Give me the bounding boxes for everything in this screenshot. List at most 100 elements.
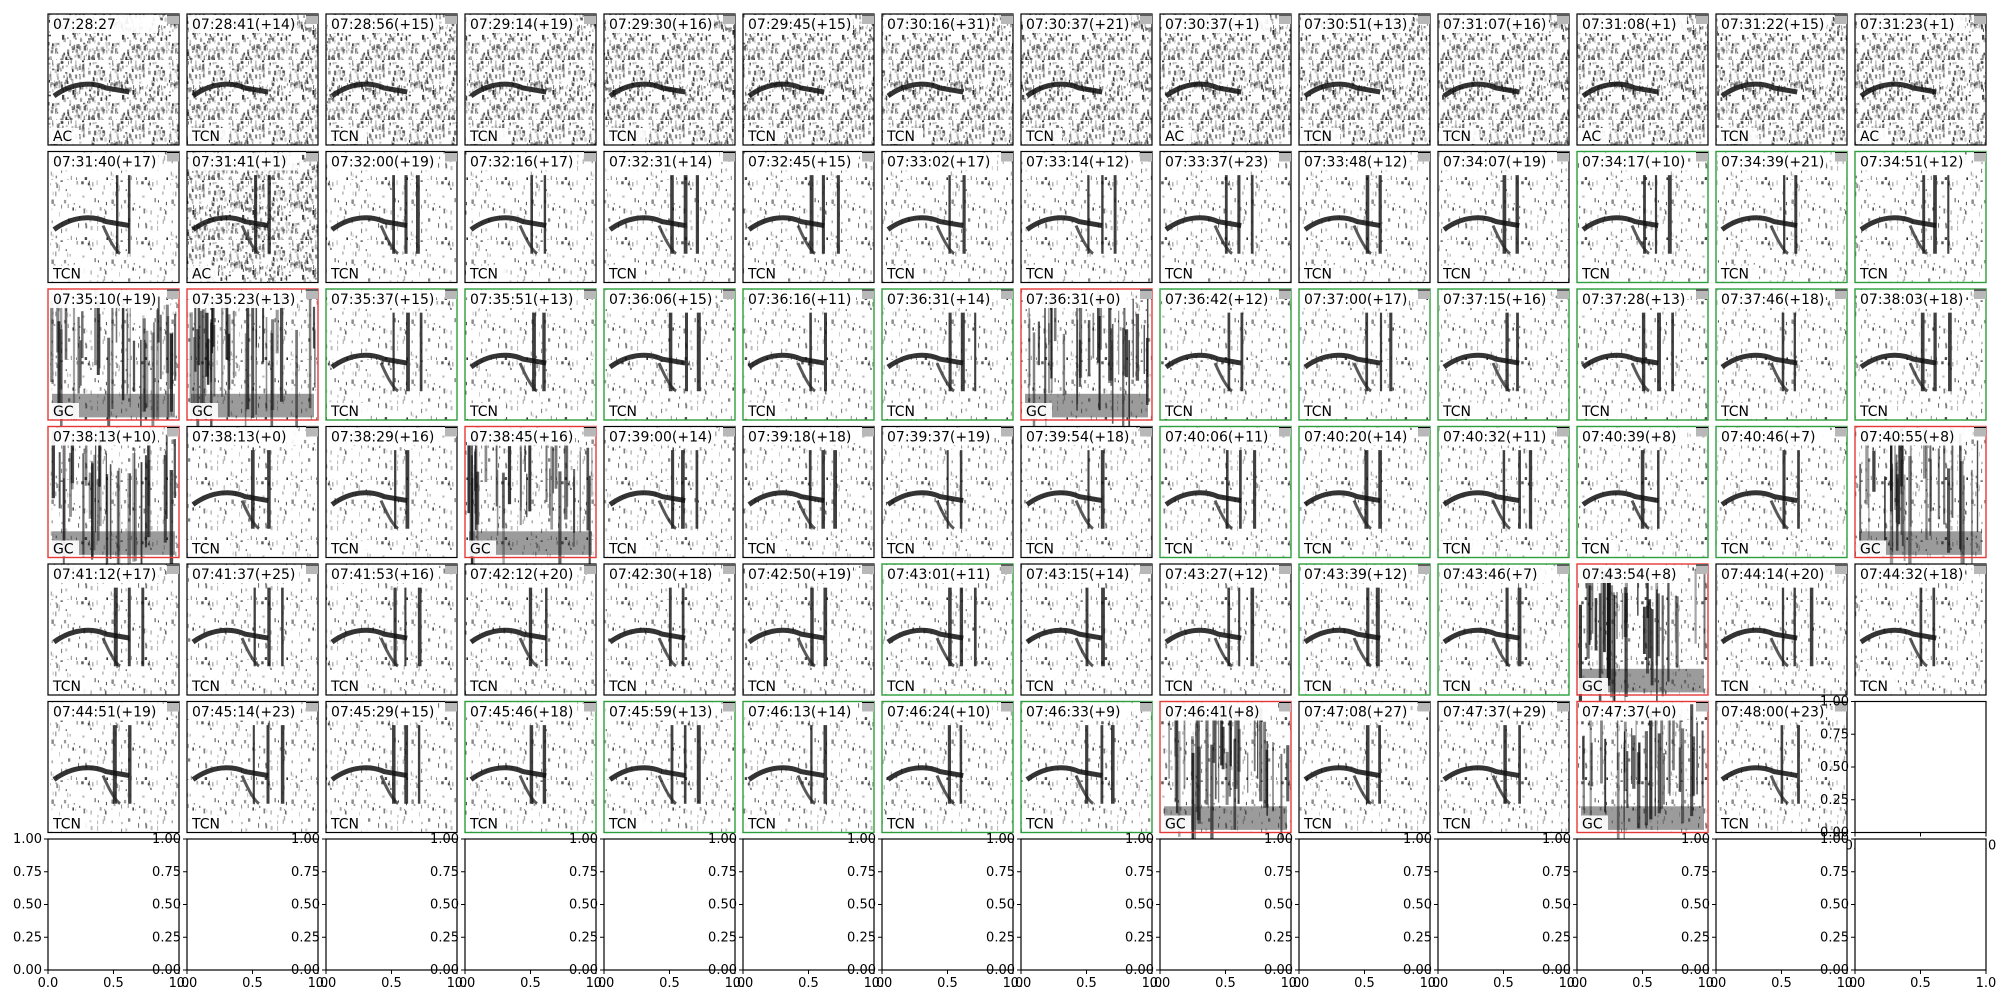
x-tick-label: 0.5 (1354, 976, 1375, 991)
spectrogram-panel: 07:41:12(+17) TCN (47, 563, 180, 696)
y-tick-label: 0.50 (847, 898, 876, 913)
y-tick-label: 0.50 (1542, 898, 1571, 913)
panel-category-label: TCN (1720, 679, 1749, 695)
panel-title: 07:38:13(+0) (192, 430, 286, 446)
panel-title: 07:37:00(+17) (1304, 292, 1407, 308)
panel-category-label: AC (192, 267, 211, 283)
x-tick-label: 0.0 (1150, 976, 1171, 991)
panel-frame (1298, 700, 1431, 834)
panel-category-label: GC (470, 542, 491, 558)
empty-axes-frame (1020, 838, 1153, 971)
panel-frame (47, 563, 180, 696)
panel-category-label: TCN (1303, 542, 1332, 558)
panel-frame (1576, 563, 1709, 696)
spectrogram-panel: 07:33:37(+23) TCN (1159, 150, 1292, 284)
panel-title: 07:43:46(+7) (1443, 567, 1537, 583)
panel-category-label: TCN (330, 404, 359, 420)
panel-frame (1715, 288, 1848, 421)
empty-axes-frame (1159, 838, 1292, 971)
panel-frame (1298, 288, 1431, 421)
panel-title: 07:31:40(+17) (53, 155, 156, 171)
panel-frame (1854, 563, 1987, 696)
x-tick-label: 1.0 (1003, 976, 1024, 991)
spectrogram-panel: 07:47:37(+0) GC (1576, 700, 1709, 862)
panel-category-label: AC (1582, 129, 1601, 145)
panel-category-label: AC (53, 129, 72, 145)
panel-title: 07:33:37(+23) (1165, 155, 1268, 171)
panel-category-label: TCN (747, 129, 776, 145)
x-tick-label: 1.0 (169, 976, 190, 991)
spectrogram-panel: 07:30:37(+1) AC (1159, 13, 1292, 146)
panel-title: 07:47:37(+0) (1582, 705, 1676, 721)
panel-frame (1437, 425, 1570, 559)
panel-category-label: TCN (330, 129, 359, 145)
x-tick-label: 1.0 (1420, 976, 1441, 991)
panel-title: 07:32:00(+19) (331, 155, 434, 171)
panel-category-label: TCN (191, 817, 220, 833)
panel-category-label: AC (1860, 129, 1879, 145)
spectrogram-panel: 07:40:20(+14) TCN (1298, 425, 1431, 559)
panel-frame (1854, 288, 1987, 421)
spectrogram-panel: 07:31:23(+1) AC (1854, 13, 1987, 146)
x-tick-label: 0.0 (1289, 976, 1310, 991)
y-tick-label: 0.50 (152, 898, 181, 913)
panel-frame (1715, 563, 1848, 696)
panel-category-label: GC (1582, 679, 1603, 695)
x-tick-label: 0.5 (1632, 976, 1653, 991)
panel-frame (1020, 700, 1153, 834)
y-tick-label: 0.00 (847, 963, 876, 978)
panel-title: 07:35:23(+13) (192, 292, 295, 308)
x-tick-label: 0.0 (1845, 976, 1866, 991)
spectrogram-panel: 07:33:48(+12) TCN (1298, 150, 1431, 284)
spectrogram-panel: 07:34:39(+21) TCN (1715, 150, 1848, 284)
panel-category-label: GC (53, 404, 74, 420)
panel-frame (881, 150, 1014, 284)
x-tick-label: 1.0 (308, 976, 329, 991)
y-tick-label: 0.75 (986, 865, 1015, 880)
panel-title: 07:36:16(+11) (748, 292, 851, 308)
panel-category-label: TCN (1720, 267, 1749, 283)
panel-category-label: TCN (1164, 679, 1193, 695)
spectrogram-panel: 07:47:37(+29) TCN (1437, 700, 1570, 834)
empty-axes-frame (881, 838, 1014, 971)
panel-title: 07:40:46(+7) (1721, 430, 1815, 446)
x-tick-label: 0.5 (1910, 976, 1931, 991)
spectrogram-panel: 07:35:23(+13) GC (186, 288, 319, 449)
spectrogram-panel: 07:35:10(+19) GC (47, 288, 180, 447)
x-tick-label: 0.0 (1428, 976, 1449, 991)
spectrogram-panel: 07:32:16(+17) TCN (464, 150, 597, 284)
x-tick-label: 0.5 (242, 976, 263, 991)
y-tick-label: 1.00 (13, 832, 42, 847)
panel-frame (1576, 13, 1709, 146)
y-tick-label: 0.75 (13, 865, 42, 880)
panel-frame (1159, 563, 1292, 696)
panel-title: 07:44:14(+20) (1721, 567, 1824, 583)
panel-category-label: TCN (747, 267, 776, 283)
panel-frame (742, 288, 875, 421)
y-tick-label: 0.50 (1681, 898, 1710, 913)
spectrogram-panel: 07:45:46(+18) TCN (464, 700, 597, 834)
spectrogram-panel: 07:42:12(+20) TCN (464, 563, 597, 696)
panel-category-label: TCN (1025, 679, 1054, 695)
panel-category-label: TCN (191, 679, 220, 695)
y-tick-label: 0.25 (708, 930, 737, 945)
x-tick-label: 0.0 (1706, 976, 1727, 991)
panel-title: 07:28:27 (53, 17, 116, 33)
panel-title: 07:41:37(+25) (192, 567, 295, 583)
panel-title: 07:37:15(+16) (1443, 292, 1546, 308)
panel-title: 07:45:59(+13) (609, 705, 712, 721)
panel-frame (47, 150, 180, 284)
panel-frame (464, 425, 597, 559)
panel-title: 07:37:28(+13) (1582, 292, 1685, 308)
y-tick-label: 0.50 (986, 898, 1015, 913)
x-tick-label: 0.0 (733, 976, 754, 991)
panel-frame (603, 13, 736, 146)
x-tick-label: 0.0 (1011, 976, 1032, 991)
panel-title: 07:39:54(+18) (1026, 430, 1129, 446)
panel-category-label: TCN (52, 817, 81, 833)
